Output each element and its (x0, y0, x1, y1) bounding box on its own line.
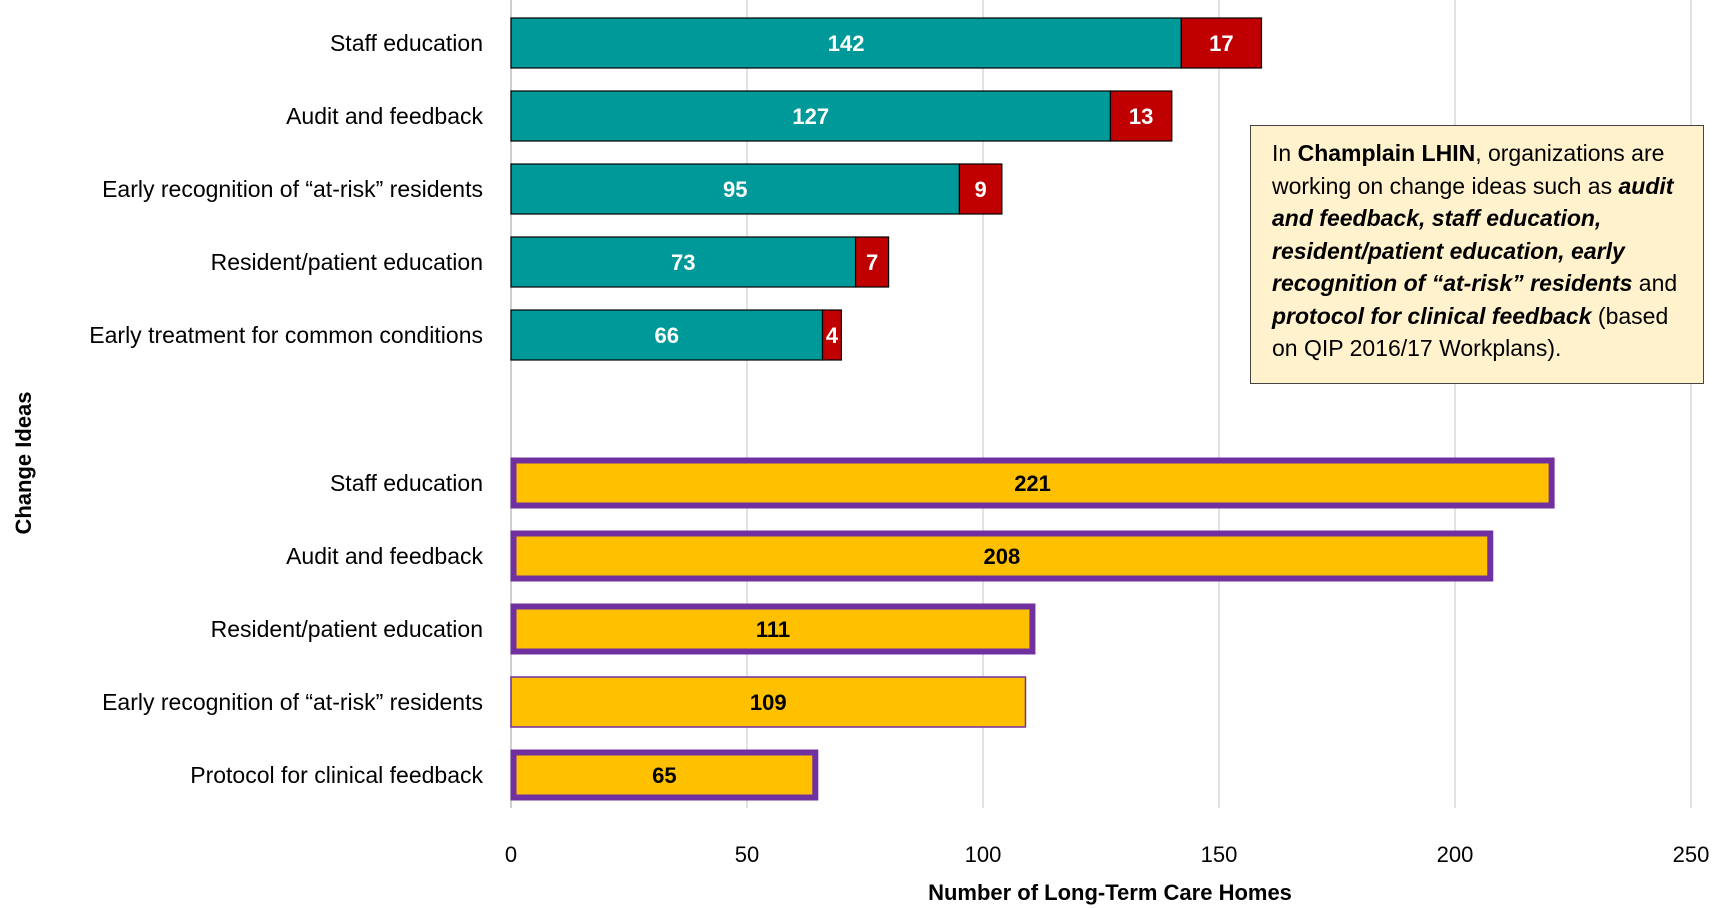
bar (958, 163, 1003, 215)
bar (1180, 17, 1263, 69)
category-label: Resident/patient education (211, 249, 483, 275)
data-label: 13 (1129, 104, 1153, 129)
data-label: 95 (723, 177, 747, 202)
category-label: Audit and feedback (286, 543, 483, 569)
bar (510, 676, 1027, 728)
category-label: Resident/patient education (211, 616, 483, 642)
x-tick-label: 200 (1437, 842, 1474, 867)
category-labels: Staff education Audit and feedback Early r… (89, 30, 483, 788)
category-label: Staff education (330, 470, 483, 496)
category-label: Early recognition of “at-risk” residents (102, 689, 483, 715)
data-label: 7 (866, 250, 878, 275)
category-label: Early recognition of “at-risk” residents (102, 176, 483, 202)
data-label: 127 (792, 104, 829, 129)
bar (1109, 90, 1173, 142)
bar (821, 309, 843, 361)
bar (510, 749, 819, 801)
data-label: 66 (655, 323, 679, 348)
bar (510, 530, 1494, 582)
bar (510, 309, 824, 361)
data-label: 4 (826, 323, 839, 348)
category-label: Early treatment for common conditions (89, 322, 483, 348)
bar (510, 603, 1036, 655)
x-tick-label: 250 (1673, 842, 1710, 867)
bar (510, 163, 960, 215)
x-axis-title: Number of Long-Term Care Homes (928, 880, 1292, 905)
category-label: Protocol for clinical feedback (190, 762, 483, 788)
x-tick-labels: 0 50 100 150 200 250 (505, 842, 1709, 867)
bar (854, 236, 890, 288)
data-label: 111 (756, 617, 790, 642)
category-label: Staff education (330, 30, 483, 56)
bars (510, 17, 1555, 801)
data-label: 142 (828, 31, 865, 56)
annotation-bold-text: Champlain LHIN (1297, 140, 1476, 166)
y-axis-title: Change Ideas (11, 391, 36, 534)
bar (510, 457, 1555, 509)
annotation-callout: In Champlain LHIN, organizations are wor… (1250, 125, 1704, 384)
data-label: 109 (750, 690, 787, 715)
category-label: Audit and feedback (286, 103, 483, 129)
x-tick-label: 150 (1201, 842, 1238, 867)
bar (510, 17, 1182, 69)
data-label: 208 (984, 544, 1021, 569)
data-label: 221 (1014, 471, 1051, 496)
bar (510, 236, 857, 288)
data-label: 9 (975, 177, 987, 202)
data-label: 65 (652, 763, 676, 788)
annotation-bold-italic-text: audit and feedback, staff education, res… (1272, 172, 1674, 297)
x-tick-label: 50 (735, 842, 759, 867)
data-label: 73 (671, 250, 695, 275)
bar-labels: 142 17 127 13 95 9 73 7 66 4 221 208 111 109 65 (652, 31, 1233, 788)
annotation-bold-italic-text-2: protocol for clinical feedback (1272, 302, 1592, 329)
data-label: 17 (1209, 31, 1233, 56)
x-tick-label: 0 (505, 842, 517, 867)
x-tick-label: 100 (965, 842, 1002, 867)
